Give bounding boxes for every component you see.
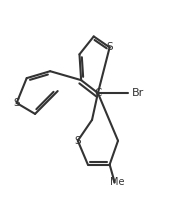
Text: C: C: [94, 88, 102, 98]
Text: S: S: [75, 136, 81, 146]
Text: Br: Br: [132, 88, 144, 98]
Text: S: S: [106, 42, 113, 52]
Text: S: S: [13, 98, 20, 108]
Text: Me: Me: [110, 177, 124, 187]
